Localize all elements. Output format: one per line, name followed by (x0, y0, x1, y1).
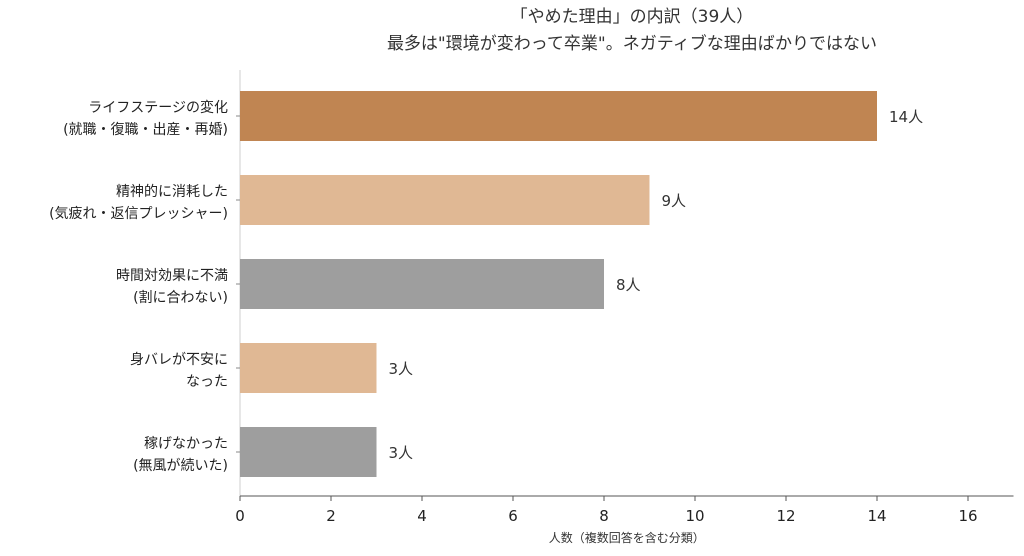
x-tick-label: 10 (685, 507, 704, 525)
category-label: ライフステージの変化 (88, 99, 228, 116)
category-label: 身バレが不安に (130, 352, 228, 368)
data-label: 9人 (662, 192, 687, 210)
category-label: 稼げなかった (144, 436, 228, 452)
category-label: (割に合わない) (133, 289, 228, 306)
category-label: 時間対効果に不満 (116, 268, 228, 284)
category-label: 精神的に消耗した (116, 184, 228, 200)
bar (240, 259, 604, 309)
chart-subtitle: 最多は"環境が変わって卒業"。ネガティブな理由ばかりではない (386, 34, 878, 54)
bar (240, 427, 377, 477)
chart-title: 「やめた理由」の内訳（39人） (510, 7, 754, 27)
x-tick-label: 2 (326, 507, 336, 525)
category-label: (就職・復職・出産・再婚) (63, 121, 228, 138)
category-label: (気疲れ・返信プレッシャー) (49, 205, 228, 222)
x-tick-label: 6 (508, 507, 518, 525)
x-tick-label: 8 (599, 507, 609, 525)
data-label: 3人 (389, 444, 414, 462)
data-label: 8人 (616, 276, 641, 294)
x-axis-title: 人数（複数回答を含む分類） (549, 530, 705, 545)
bar (240, 175, 650, 225)
x-tick-label: 0 (235, 507, 245, 525)
bar (240, 91, 877, 141)
x-tick-label: 14 (867, 507, 886, 525)
chart-title-block: 「やめた理由」の内訳（39人） 最多は"環境が変わって卒業"。ネガティブな理由ば… (0, 4, 1024, 58)
x-tick-label: 4 (417, 507, 427, 525)
category-label: (無風が続いた) (133, 457, 228, 474)
category-label: なった (186, 374, 228, 390)
data-label: 14人 (889, 108, 923, 126)
bar (240, 343, 377, 393)
data-label: 3人 (389, 360, 414, 378)
x-tick-label: 16 (958, 507, 977, 525)
x-tick-label: 12 (776, 507, 795, 525)
